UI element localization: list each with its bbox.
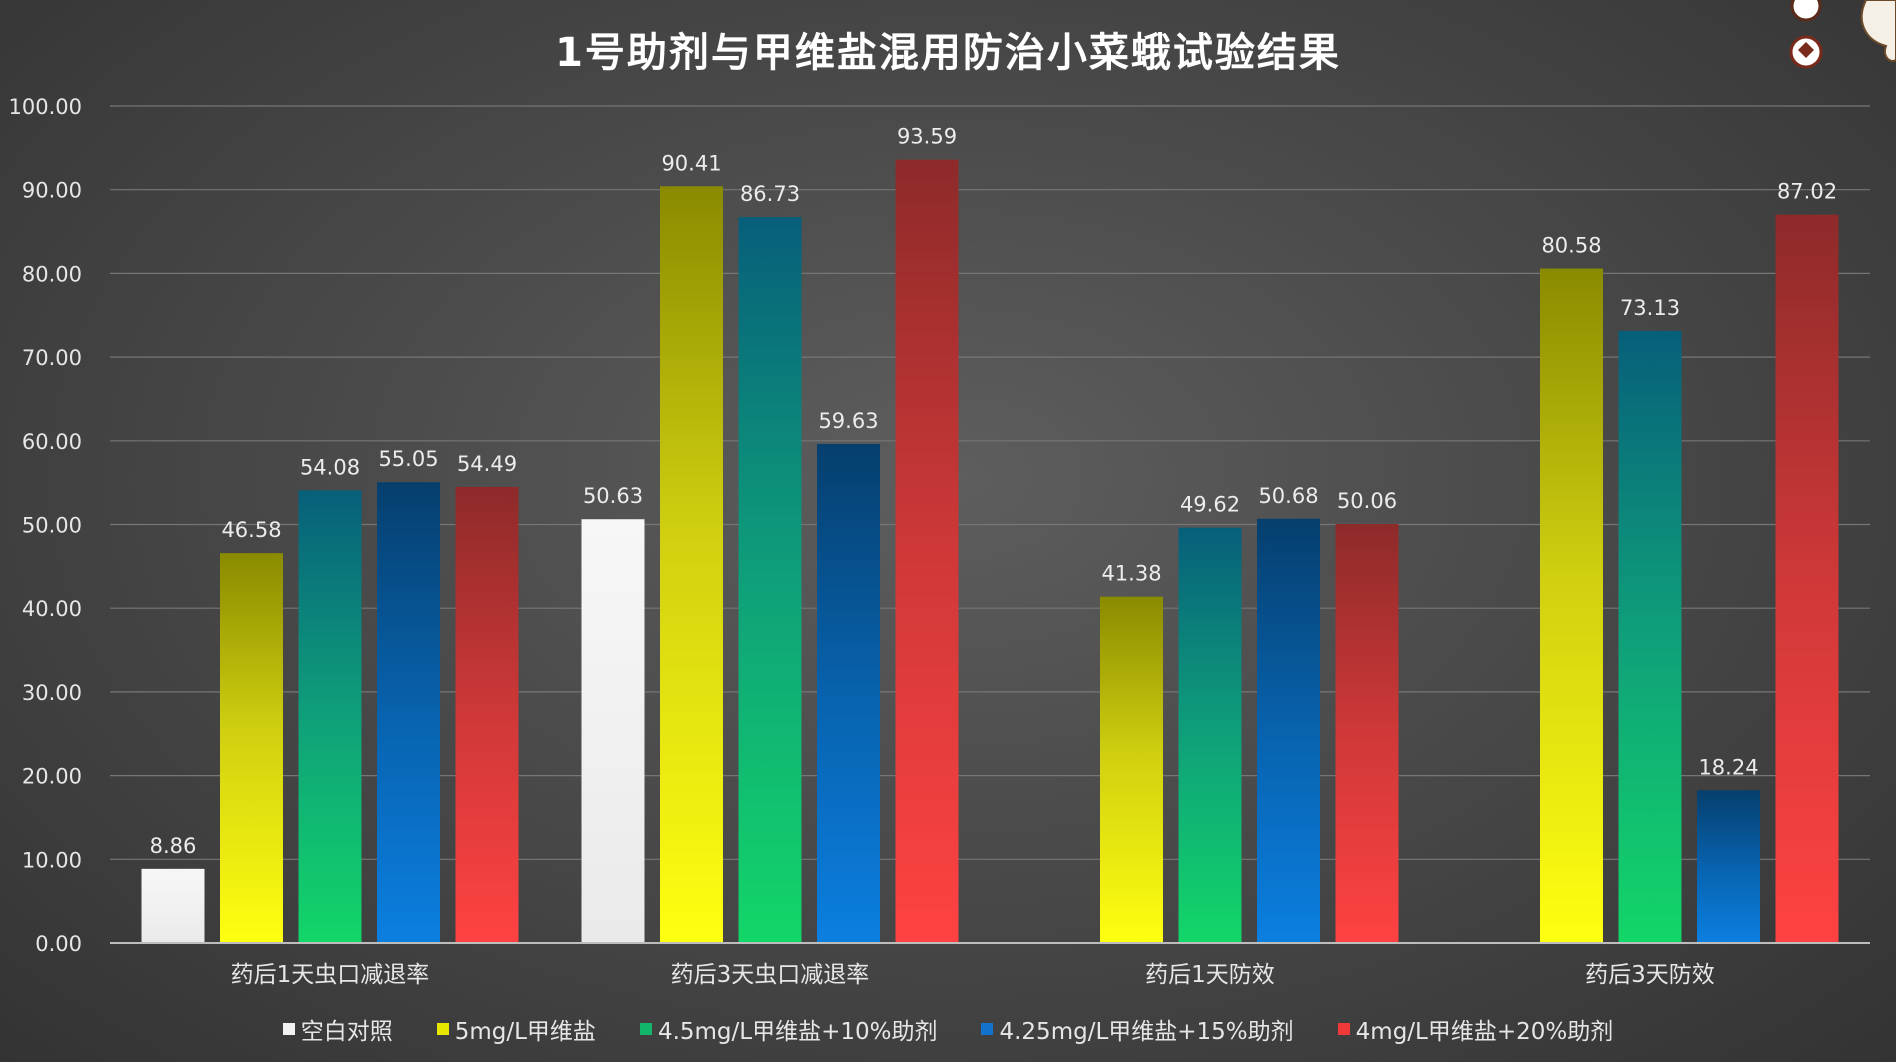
y-tick-label: 80.00 — [22, 262, 82, 286]
legend-label: 5mg/L甲维盐 — [454, 1019, 596, 1045]
bar — [817, 443, 880, 943]
bar — [1775, 214, 1839, 944]
legend-label: 空白对照 — [300, 1019, 393, 1045]
data-label: 73.13 — [1620, 296, 1680, 320]
data-label: 54.08 — [300, 455, 360, 479]
y-tick-label: 10.00 — [22, 848, 82, 872]
bar — [1697, 790, 1760, 943]
y-tick-label: 70.00 — [22, 346, 82, 370]
bar — [1618, 330, 1682, 944]
data-label: 93.59 — [897, 125, 957, 149]
bar — [1540, 268, 1603, 943]
bar — [1178, 527, 1242, 943]
legend-label: 4mg/L甲维盐+20%助剂 — [1355, 1019, 1614, 1045]
bar — [377, 482, 440, 943]
legend-item: 空白对照 — [282, 1012, 393, 1046]
data-label: 54.49 — [457, 452, 517, 476]
data-label: 50.06 — [1337, 489, 1397, 513]
y-tick-label: 0.00 — [35, 932, 82, 956]
y-tick-label: 30.00 — [22, 681, 82, 705]
data-label: 90.41 — [661, 151, 721, 175]
data-label: 86.73 — [740, 182, 800, 206]
legend-item: 4.5mg/L甲维盐+10%助剂 — [639, 1012, 938, 1046]
data-label: 59.63 — [818, 409, 878, 433]
legend-item: 5mg/L甲维盐 — [436, 1012, 596, 1046]
legend-swatch — [436, 1023, 449, 1035]
x-tick-label: 药后1天虫口减退率 — [231, 962, 430, 988]
y-tick-label: 60.00 — [22, 430, 82, 454]
bar — [141, 868, 205, 943]
bar — [738, 217, 802, 944]
data-label: 41.38 — [1101, 562, 1161, 586]
legend-swatch — [1337, 1023, 1350, 1035]
decorative-cartoon-icon — [1789, 0, 1896, 69]
y-tick-label: 40.00 — [22, 597, 82, 621]
y-tick-label: 100.00 — [9, 95, 82, 119]
bar — [660, 186, 723, 943]
legend: 空白对照 5mg/L甲维盐 4.5mg/L甲维盐+10%助剂 4.25mg/L甲维盐+… — [0, 1012, 1896, 1046]
data-label: 46.58 — [221, 518, 281, 542]
data-label: 18.24 — [1698, 755, 1758, 779]
data-label: 80.58 — [1541, 234, 1601, 258]
legend-swatch — [981, 1023, 994, 1035]
data-label: 49.62 — [1180, 493, 1240, 517]
legend-item: 4mg/L甲维盐+20%助剂 — [1337, 1012, 1614, 1046]
legend-swatch — [282, 1023, 295, 1035]
data-label: 87.02 — [1777, 180, 1837, 204]
legend-item: 4.25mg/L甲维盐+15%助剂 — [981, 1012, 1294, 1046]
data-label: 50.68 — [1258, 484, 1318, 508]
data-label: 8.86 — [150, 834, 197, 858]
bar — [298, 490, 362, 943]
y-tick-label: 20.00 — [22, 765, 82, 789]
y-tick-label: 90.00 — [22, 179, 82, 203]
bar — [895, 159, 959, 943]
y-tick-label: 50.00 — [22, 514, 82, 538]
bar — [1257, 518, 1320, 943]
bar — [1100, 596, 1163, 943]
x-tick-label: 药后3天虫口减退率 — [671, 962, 870, 988]
legend-swatch — [639, 1023, 652, 1035]
bar — [220, 553, 283, 943]
data-label: 50.63 — [583, 484, 643, 508]
data-label: 55.05 — [378, 447, 438, 471]
bar — [581, 519, 645, 943]
chart-title: 1号助剂与甲维盐混用防治小菜蛾试验结果 — [555, 30, 1341, 76]
legend-label: 4.5mg/L甲维盐+10%助剂 — [657, 1019, 938, 1045]
bar — [1335, 523, 1399, 943]
x-tick-label: 药后1天防效 — [1145, 962, 1275, 988]
legend-label: 4.25mg/L甲维盐+15%助剂 — [999, 1019, 1294, 1045]
x-tick-label: 药后3天防效 — [1585, 962, 1715, 988]
bar — [455, 486, 519, 943]
